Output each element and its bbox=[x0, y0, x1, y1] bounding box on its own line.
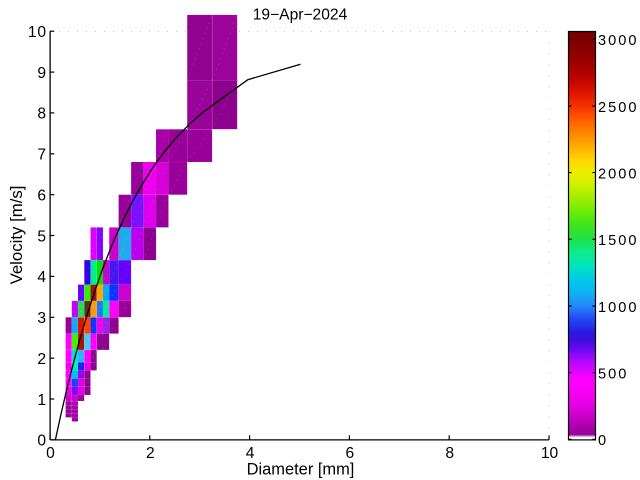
svg-text:2: 2 bbox=[146, 445, 155, 462]
svg-text:19−Apr−2024: 19−Apr−2024 bbox=[253, 7, 348, 24]
svg-text:0: 0 bbox=[46, 445, 55, 462]
svg-text:Diameter [mm]: Diameter [mm] bbox=[247, 460, 355, 478]
svg-text:2500: 2500 bbox=[598, 100, 638, 116]
svg-text:1: 1 bbox=[37, 392, 47, 409]
svg-text:6: 6 bbox=[37, 188, 47, 205]
svg-text:10: 10 bbox=[28, 24, 47, 41]
svg-text:2: 2 bbox=[37, 351, 47, 368]
svg-text:3000: 3000 bbox=[598, 33, 638, 49]
svg-text:Velocity [m/s]: Velocity [m/s] bbox=[7, 186, 26, 285]
svg-text:1000: 1000 bbox=[598, 300, 638, 316]
svg-text:8: 8 bbox=[37, 106, 47, 123]
svg-text:6: 6 bbox=[346, 445, 355, 462]
svg-text:3: 3 bbox=[37, 310, 47, 327]
svg-text:8: 8 bbox=[445, 445, 454, 462]
svg-text:2000: 2000 bbox=[598, 166, 638, 182]
svg-text:4: 4 bbox=[246, 445, 255, 462]
svg-text:0: 0 bbox=[37, 433, 47, 450]
svg-text:0: 0 bbox=[598, 433, 608, 449]
svg-text:1500: 1500 bbox=[598, 233, 638, 249]
svg-text:4: 4 bbox=[37, 269, 47, 286]
svg-text:10: 10 bbox=[541, 445, 559, 462]
svg-text:500: 500 bbox=[598, 366, 628, 382]
svg-text:5: 5 bbox=[37, 228, 47, 245]
svg-text:9: 9 bbox=[37, 65, 47, 82]
svg-text:7: 7 bbox=[37, 147, 47, 164]
